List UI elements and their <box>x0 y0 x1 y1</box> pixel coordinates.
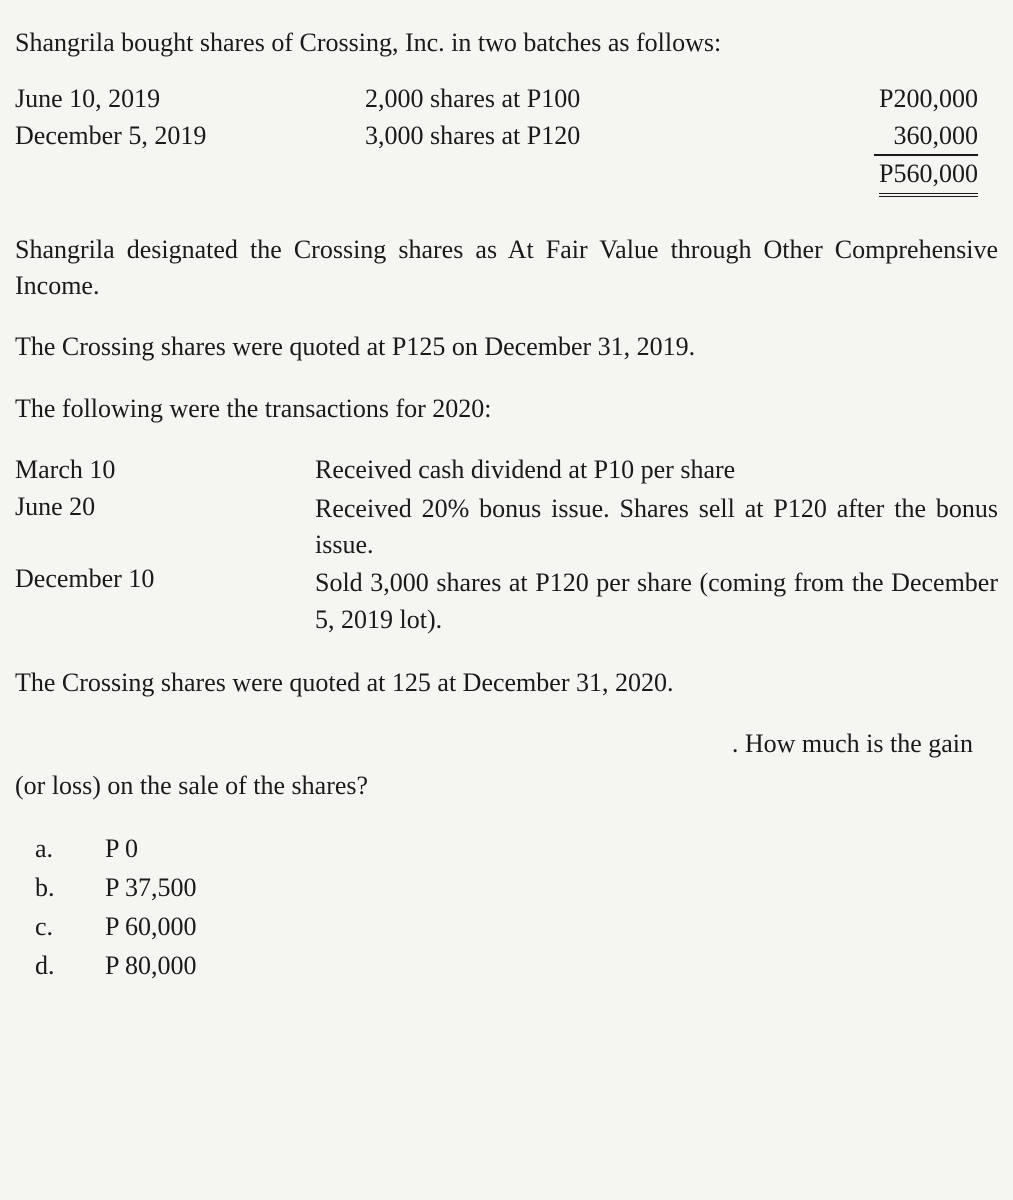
choice-b: b. P 37,500 <box>35 868 998 907</box>
choice-a: a. P 0 <box>35 829 998 868</box>
intro-text: Shangrila bought shares of Crossing, Inc… <box>15 25 998 61</box>
purchase-date: June 10, 2019 <box>15 81 365 117</box>
purchase-date: December 5, 2019 <box>15 118 365 154</box>
choice-letter: a. <box>35 829 105 868</box>
choice-letter: d. <box>35 946 105 985</box>
purchase-description: 3,000 shares at P120 <box>365 118 745 154</box>
purchase-amount: P200,000 <box>745 81 978 117</box>
paragraph-quote-2020: The Crossing shares were quoted at 125 a… <box>15 665 998 701</box>
question-block: . How much is the gain (or loss) on the … <box>15 726 998 985</box>
choice-value: P 80,000 <box>105 946 998 985</box>
paragraph-quote-2019: The Crossing shares were quoted at P125 … <box>15 329 998 365</box>
purchase-amount: 360,000 <box>874 118 979 156</box>
choice-letter: c. <box>35 907 105 946</box>
transaction-date: December 10 <box>15 561 315 597</box>
transaction-date: June 20 <box>15 489 315 525</box>
purchase-total: P560,000 <box>879 156 978 196</box>
transaction-description: Received 20% bonus issue. Shares sell at… <box>315 491 998 564</box>
choice-value: P 60,000 <box>105 907 998 946</box>
choice-letter: b. <box>35 868 105 907</box>
choice-value: P 0 <box>105 829 998 868</box>
choice-d: d. P 80,000 <box>35 946 998 985</box>
transaction-description: Sold 3,000 shares at P120 per share (com… <box>315 565 998 638</box>
transaction-description: Received cash dividend at P10 per share <box>315 452 998 488</box>
transactions-table: March 10 June 20 December 10 Received ca… <box>15 452 998 640</box>
paragraph-fvoci: Shangrila designated the Crossing shares… <box>15 232 998 305</box>
choice-c: c. P 60,000 <box>35 907 998 946</box>
transaction-date: March 10 <box>15 452 315 488</box>
question-text-right: . How much is the gain <box>15 726 998 762</box>
purchase-description: 2,000 shares at P100 <box>365 81 745 117</box>
paragraph-transactions-intro: The following were the transactions for … <box>15 391 998 427</box>
answer-choices: a. P 0 b. P 37,500 c. P 60,000 d. P 80,0… <box>35 829 998 985</box>
question-text-left: (or loss) on the sale of the shares? <box>15 768 998 804</box>
purchases-table: June 10, 2019 December 5, 2019 2,000 sha… <box>15 81 998 196</box>
choice-value: P 37,500 <box>105 868 998 907</box>
